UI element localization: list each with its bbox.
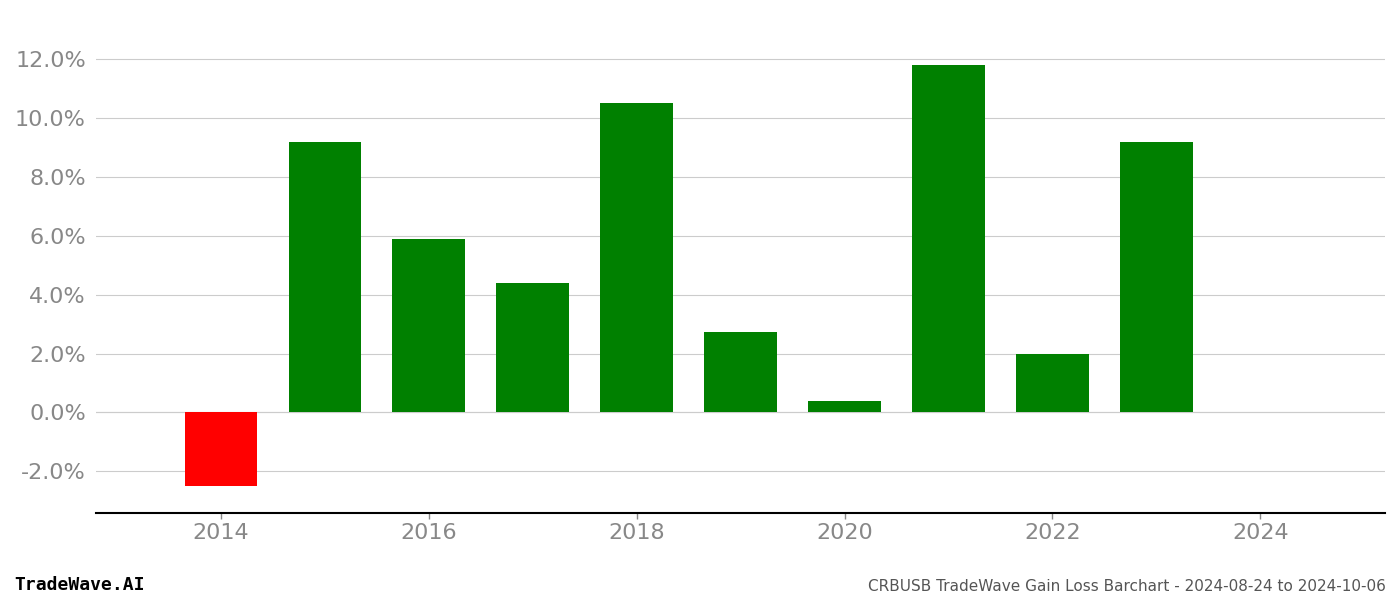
Bar [1016, 353, 1089, 412]
Bar [601, 103, 673, 412]
Bar [704, 332, 777, 412]
Text: CRBUSB TradeWave Gain Loss Barchart - 2024-08-24 to 2024-10-06: CRBUSB TradeWave Gain Loss Barchart - 20… [868, 579, 1386, 594]
Bar [288, 142, 361, 412]
Text: TradeWave.AI: TradeWave.AI [14, 576, 144, 594]
Bar [1120, 142, 1193, 412]
Bar [808, 401, 881, 412]
Bar [185, 412, 258, 486]
Bar [913, 65, 984, 412]
Bar [392, 239, 465, 412]
Bar [497, 283, 570, 412]
